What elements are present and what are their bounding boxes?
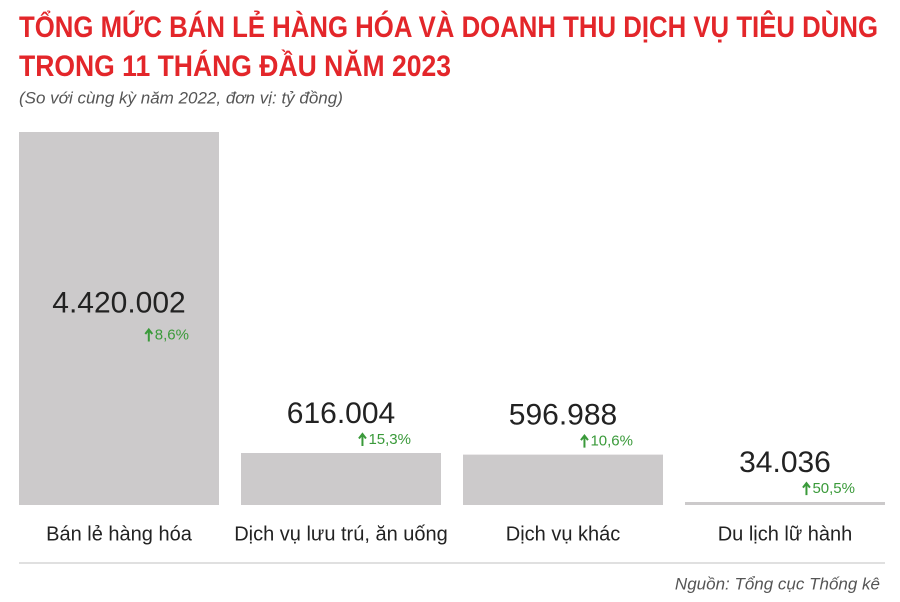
chart-title: TỔNG MỨC BÁN LẺ HÀNG HÓA VÀ DOANH THU DỊ… [19, 10, 878, 44]
value-label: 596.988 [509, 399, 617, 432]
growth-label: 15,3% [368, 431, 411, 448]
x-tick-label: Du lịch lữ hành [718, 523, 853, 545]
growth-label: 50,5% [812, 480, 855, 497]
x-tick-label: Dịch vụ lưu trú, ăn uống [234, 523, 448, 545]
value-label: 34.036 [739, 446, 831, 479]
growth-arrow [580, 433, 589, 448]
x-tick-label: Dịch vụ khác [506, 523, 621, 545]
growth-label: 8,6% [155, 326, 189, 343]
source: Nguồn: Tổng cục Thống kê [675, 574, 880, 593]
chart-title: TRONG 11 THÁNG ĐẦU NĂM 2023 [19, 49, 451, 83]
value-label: 616.004 [287, 397, 395, 430]
bar [19, 132, 219, 505]
bar [685, 502, 885, 505]
value-label: 4.420.002 [52, 286, 185, 319]
growth-label: 10,6% [590, 433, 633, 450]
bar [463, 454, 663, 505]
chart-subtitle: (So với cùng kỳ năm 2022, đơn vị: tỷ đồn… [19, 88, 343, 107]
growth-arrow [144, 327, 154, 342]
growth-arrow [802, 481, 811, 496]
bar [241, 453, 441, 505]
growth-arrow [358, 432, 367, 447]
x-tick-label: Bán lẻ hàng hóa [46, 523, 193, 545]
